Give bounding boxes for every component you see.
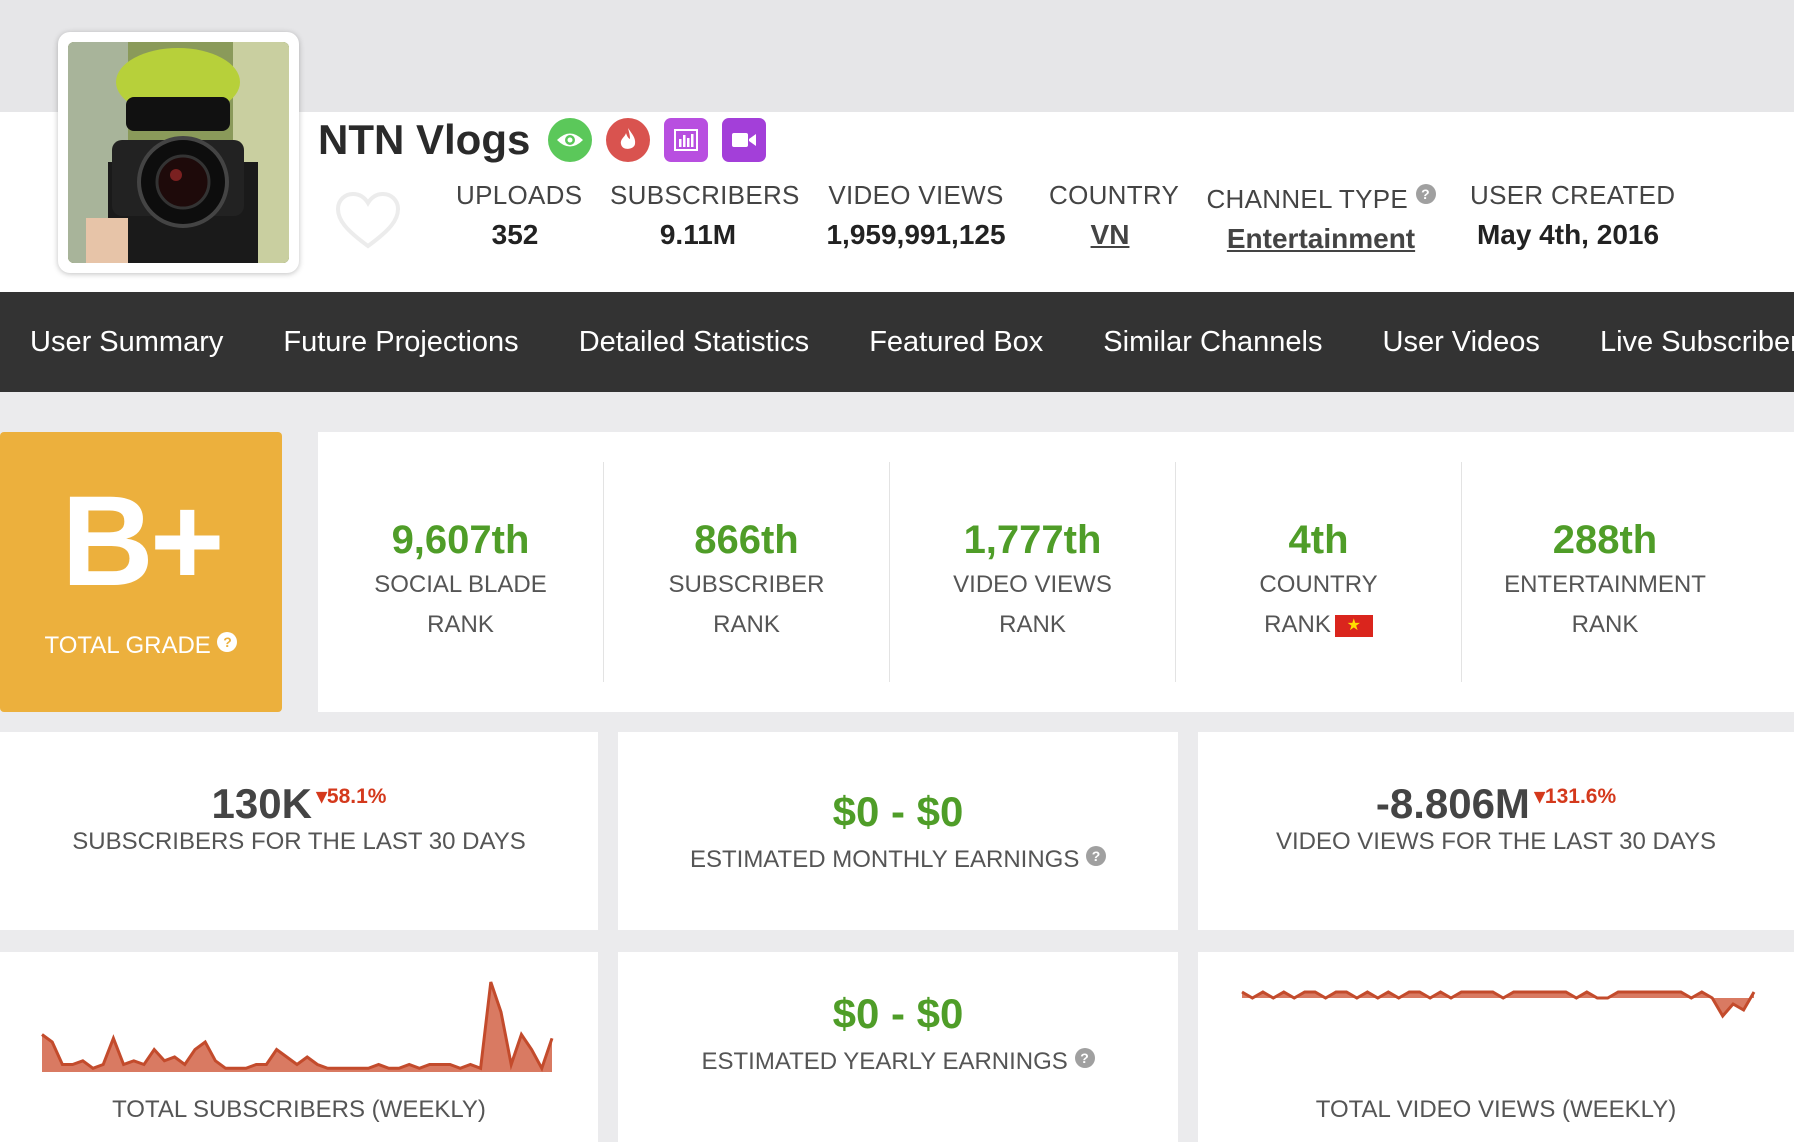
rank-value: 9,607th: [391, 518, 530, 562]
user-created-value: May 4th, 2016: [1476, 219, 1660, 250]
channel-type-link[interactable]: Entertainment: [1226, 223, 1416, 254]
subscribers-30-days-card: 130K ▾58.1% SUBSCRIBERS FOR THE LAST 30 …: [0, 732, 598, 930]
rank-label: COUNTRY: [1259, 571, 1378, 598]
subscriber-rank: 866th SUBSCRIBER RANK: [604, 462, 890, 682]
channel-avatar: [58, 32, 299, 273]
yearly-earnings-value: $0 - $0: [832, 990, 964, 1037]
uploads-value: 352: [491, 219, 539, 250]
rank-value: 288th: [1552, 518, 1658, 562]
entertainment-rank: 288th ENTERTAINMENT RANK: [1462, 462, 1748, 682]
video-views-30-days-card: -8.806M ▾131.6% VIDEO VIEWS FOR THE LAST…: [1198, 732, 1794, 930]
rank-label: VIDEO VIEWS: [953, 571, 1112, 598]
ranks-panel: 9,607th SOCIAL BLADE RANK 866th SUBSCRIB…: [318, 432, 1794, 712]
subscribers-weekly-line: [41, 981, 554, 1073]
nav-user-videos[interactable]: User Videos: [1382, 325, 1540, 358]
rank-value: 866th: [694, 518, 799, 562]
uploads-stat: UPLOADS 352: [456, 180, 583, 251]
yearly-earnings-label: ESTIMATED YEARLY EARNINGS: [701, 1048, 1068, 1075]
video-views-weekly-area: [1242, 992, 1754, 1016]
help-icon[interactable]: ?: [1415, 184, 1436, 204]
video-views-label: VIDEO VIEWS: [828, 180, 1004, 210]
user-created-stat: USER CREATED May 4th, 2016: [1470, 180, 1676, 251]
rank-label: SUBSCRIBER: [668, 571, 825, 598]
rank-value: 4th: [1288, 518, 1349, 562]
subscribers-30-change: ▾58.1%: [316, 785, 387, 808]
country-label: COUNTRY: [1049, 180, 1180, 210]
rank-label: ENTERTAINMENT: [1504, 571, 1706, 598]
rank-label: RANK: [1571, 611, 1639, 638]
subscribers-label: SUBSCRIBERS: [610, 180, 800, 210]
monthly-earnings-card: $0 - $0 ESTIMATED MONTHLY EARNINGS ?: [618, 732, 1178, 930]
channel-badges: [548, 118, 766, 162]
top-banner: [0, 0, 1794, 112]
yearly-earnings-card: $0 - $0 ESTIMATED YEARLY EARNINGS ?: [618, 952, 1178, 1142]
nav-detailed-statistics[interactable]: Detailed Statistics: [578, 325, 810, 358]
subscribers-weekly-label: TOTAL SUBSCRIBERS (WEEKLY): [112, 1096, 486, 1123]
channel-type-label: CHANNEL TYPE: [1206, 184, 1408, 214]
avatar-image: [68, 42, 289, 263]
rank-label: RANK: [1264, 611, 1331, 638]
rank-value: 1,777th: [963, 518, 1102, 562]
uploads-label: UPLOADS: [456, 180, 583, 210]
subscribers-value: 9.11M: [659, 219, 737, 250]
monthly-earnings-label: ESTIMATED MONTHLY EARNINGS: [689, 846, 1080, 873]
video-camera-icon[interactable]: [722, 118, 766, 162]
main-nav: User Summary Future Projections Detailed…: [0, 292, 1794, 392]
subscribers-stat: SUBSCRIBERS 9.11M: [610, 180, 800, 251]
subscribers-weekly-area: [42, 982, 552, 1072]
country-stat: COUNTRY VN: [1049, 180, 1180, 251]
down-arrow-icon: ▾: [1534, 785, 1545, 808]
video-views-30-change: ▾131.6%: [1534, 785, 1617, 808]
video-views-rank: 1,777th VIDEO VIEWS RANK: [890, 462, 1176, 682]
down-arrow-icon: ▾: [316, 785, 327, 808]
nav-similar-channels[interactable]: Similar Channels: [1103, 325, 1323, 358]
help-icon[interactable]: ?: [1086, 846, 1107, 866]
monthly-earnings-value: $0 - $0: [832, 788, 964, 835]
video-views-weekly-label: TOTAL VIDEO VIEWS (WEEKLY): [1315, 1096, 1677, 1123]
subscribers-30-label: SUBSCRIBERS FOR THE LAST 30 DAYS: [72, 828, 526, 855]
help-icon[interactable]: ?: [1074, 1048, 1095, 1068]
video-views-stat: VIDEO VIEWS 1,959,991,125: [818, 180, 1014, 251]
nav-live-subscriber[interactable]: Live Subscriber: [1599, 325, 1794, 358]
grade-value: B+: [61, 470, 224, 613]
video-views-30-label: VIDEO VIEWS FOR THE LAST 30 DAYS: [1275, 828, 1717, 855]
country-rank: 4th COUNTRY RANK ★: [1176, 462, 1462, 682]
video-views-weekly-line: [1241, 990, 1756, 1019]
rank-label: RANK: [427, 611, 494, 638]
help-icon[interactable]: ?: [217, 632, 238, 652]
channel-header: [0, 112, 1794, 292]
nav-featured-box[interactable]: Featured Box: [869, 325, 1044, 358]
video-views-weekly-card: TOTAL VIDEO VIEWS (WEEKLY): [1198, 952, 1794, 1142]
video-views-weekly-chart: [1241, 990, 1756, 1019]
flame-icon[interactable]: [606, 118, 650, 162]
social-blade-rank: 9,607th SOCIAL BLADE RANK: [318, 462, 604, 682]
rank-label: RANK: [999, 611, 1066, 638]
subscribers-weekly-card: TOTAL SUBSCRIBERS (WEEKLY): [0, 952, 598, 1142]
vietnam-flag-icon: ★: [1334, 614, 1373, 637]
video-views-30-value: -8.806M: [1375, 780, 1530, 827]
nav-future-projections[interactable]: Future Projections: [283, 325, 519, 358]
channel-name: NTN Vlogs: [318, 116, 531, 163]
video-views-value: 1,959,991,125: [826, 219, 1006, 250]
user-created-label: USER CREATED: [1470, 180, 1676, 210]
nav-user-summary[interactable]: User Summary: [30, 325, 224, 358]
channel-type-stat: CHANNEL TYPE ? Entertainment: [1206, 184, 1436, 255]
bar-chart-icon[interactable]: [664, 118, 708, 162]
subscribers-weekly-chart: [41, 981, 554, 1073]
subscribers-30-value: 130K: [211, 780, 312, 827]
favorite-heart-icon[interactable]: [335, 191, 401, 250]
total-grade-card: B+ TOTAL GRADE ?: [0, 432, 282, 712]
country-link[interactable]: VN: [1090, 219, 1130, 250]
eye-icon[interactable]: [548, 118, 592, 162]
rank-label: RANK: [713, 611, 780, 638]
rank-label: SOCIAL BLADE: [374, 571, 547, 598]
grade-label: TOTAL GRADE: [44, 632, 211, 659]
